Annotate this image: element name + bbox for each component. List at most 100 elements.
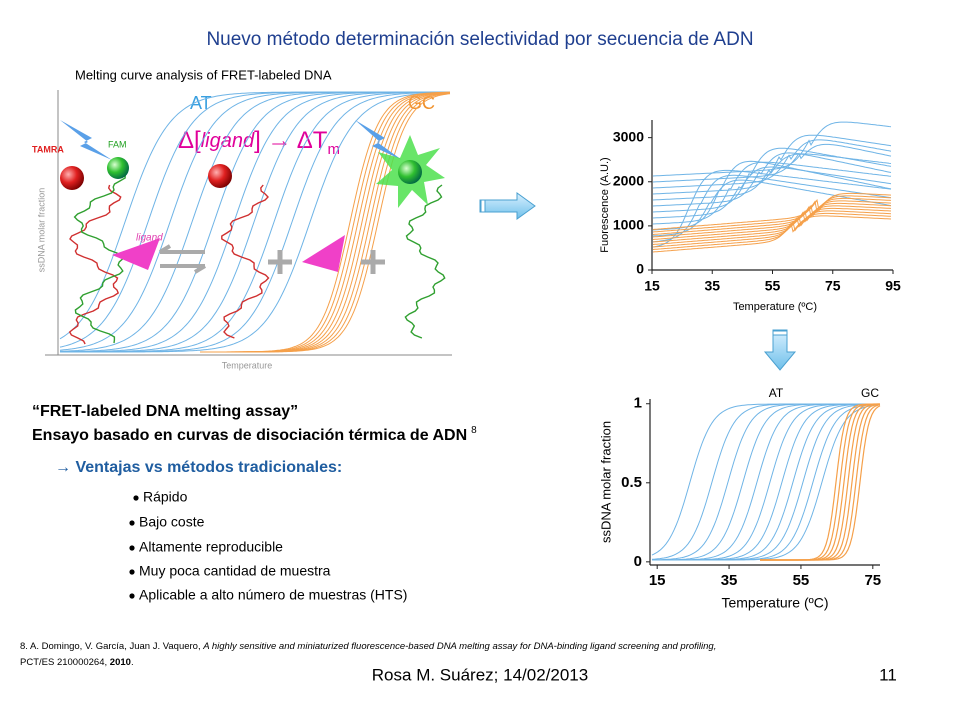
x-axis-label: Temperature (ºC) — [721, 595, 828, 611]
fam-dye — [398, 160, 422, 184]
x-tick-label: 15 — [644, 278, 660, 294]
equilibrium-arrow — [158, 244, 207, 274]
equation-part: ] → ΔT — [254, 127, 328, 154]
x-tick-label: 15 — [649, 572, 666, 589]
x-tick-label: 55 — [765, 278, 781, 294]
tamra-dye — [60, 166, 84, 190]
y-tick-label: 2000 — [613, 172, 644, 188]
illustrative-curve — [760, 405, 881, 561]
reference-year: 2010 — [110, 657, 131, 668]
bullet-text: Aplicable a alto número de muestras (HTS… — [139, 587, 407, 603]
down-arrow — [763, 329, 797, 371]
illustrative-curve — [652, 212, 892, 250]
arrow — [479, 192, 536, 220]
plus — [268, 250, 292, 274]
y-tick-label: 1000 — [613, 217, 644, 233]
dna-strand — [68, 184, 122, 345]
illustrative-curve — [760, 403, 881, 561]
illustrative-curve — [652, 153, 892, 201]
illustrative-curve — [760, 403, 880, 561]
equation-part: ligand — [201, 130, 255, 152]
fluorescence-chart: Fuorescence (A.U.) Temperature (ºC) 0 100… — [599, 120, 901, 313]
illustrative-curve — [760, 403, 880, 561]
illustrative-curve — [652, 207, 892, 245]
fam-label: FAM — [108, 139, 127, 149]
reference-patent: PCT/ES 210000264, — [20, 657, 110, 668]
tamra-label: TAMRA — [32, 144, 64, 154]
heading-text: Ensayo basado en curvas de disociación t… — [32, 427, 467, 444]
lightning — [355, 120, 402, 160]
equation: Δ[ligand] → ΔTm — [178, 127, 340, 158]
illustrative-curve — [652, 403, 880, 561]
illustrative-curve — [760, 404, 881, 561]
footer-author-date: Rosa M. Suárez; 14/02/2013 — [372, 665, 588, 684]
bullet-text: Rápido — [143, 489, 188, 505]
bullet-dot — [129, 520, 135, 526]
illustrative-curve — [652, 403, 880, 561]
y-tick-label: 0 — [634, 553, 642, 570]
illustrative-curve — [652, 139, 892, 189]
y-tick-label: 0 — [636, 261, 644, 277]
illustrative-curve — [652, 197, 892, 235]
gc-label: GC — [861, 386, 879, 400]
illustrative-curve — [760, 403, 881, 561]
y-axis-label: Fuorescence (A.U.) — [599, 157, 611, 252]
illustrative-curve — [652, 152, 892, 207]
reference: PCT/ES 210000264, 2010. — [20, 657, 134, 668]
bullet-list: Rápido Bajo coste Altamente reproducible Mu… — [129, 489, 407, 603]
bullet-text: Muy poca cantidad de muestra — [139, 563, 331, 579]
illustrative-curve — [651, 403, 880, 560]
plus — [361, 250, 385, 274]
bullet-dot — [133, 495, 139, 501]
illustrative-curve — [652, 174, 892, 243]
ligand — [302, 235, 345, 272]
y-axis-label: ssDNA molar fraction — [598, 421, 613, 543]
y-tick-label: 1 — [634, 395, 642, 412]
x-tick-label: 55 — [793, 572, 810, 589]
illustrative-curve — [652, 143, 892, 183]
bullet-dot — [129, 545, 135, 551]
x-tick-label: 35 — [721, 572, 738, 589]
x-tick-label: 75 — [825, 278, 841, 294]
y-tick-label: 0.5 — [621, 474, 642, 491]
illustrative-curve — [652, 160, 892, 231]
x-tick-label: 35 — [704, 278, 720, 294]
arrow — [763, 329, 797, 371]
illustrative-curve — [652, 195, 892, 233]
figure-caption: Melting curve analysis of FRET-labeled D… — [75, 67, 332, 82]
right-arrow — [479, 192, 536, 220]
ligand — [112, 238, 160, 270]
heading: Ensayo basado en curvas de disociación t… — [32, 425, 477, 445]
fraction-chart: ssDNA molar fraction Temperature (ºC) AT… — [598, 386, 881, 611]
illustrative-curve — [652, 166, 892, 219]
illustrative-curve — [652, 404, 881, 561]
illustrative-curve — [652, 403, 880, 561]
axis-label: ssDNA molar fraction — [36, 188, 46, 273]
dna-strand — [404, 184, 446, 339]
illustrative-curve — [652, 192, 892, 230]
illustrative-curve — [652, 200, 892, 238]
bullet-text: Altamente reproducible — [139, 539, 283, 555]
illustrative-curve — [651, 403, 880, 561]
illustrative-curve — [652, 205, 892, 243]
page-number: 11 — [879, 665, 897, 684]
illustrative-curve — [652, 210, 892, 248]
arrow — [772, 330, 788, 336]
at-label: AT — [769, 386, 784, 400]
x-axis-label: Temperature (ºC) — [733, 301, 817, 313]
equation-part: m — [327, 141, 340, 158]
equation-part: Δ[ — [178, 127, 201, 154]
at-label: AT — [190, 93, 212, 113]
melting-figure: ssDNA molar fraction Temperature AT GC Δ… — [32, 90, 452, 370]
reference-title: A highly sensitive and miniaturized fluo… — [202, 641, 716, 652]
illustrative-curve — [60, 92, 450, 353]
x-tick-label: 95 — [885, 278, 901, 294]
illustrative-curve — [652, 215, 892, 253]
illustrative-curve — [651, 403, 880, 556]
ligand-label: ligand — [136, 233, 163, 244]
illustrative-curve — [652, 403, 880, 561]
axis-label: Temperature — [222, 360, 273, 370]
tamra-dye — [208, 164, 232, 188]
bullet-text: Bajo coste — [139, 514, 205, 530]
